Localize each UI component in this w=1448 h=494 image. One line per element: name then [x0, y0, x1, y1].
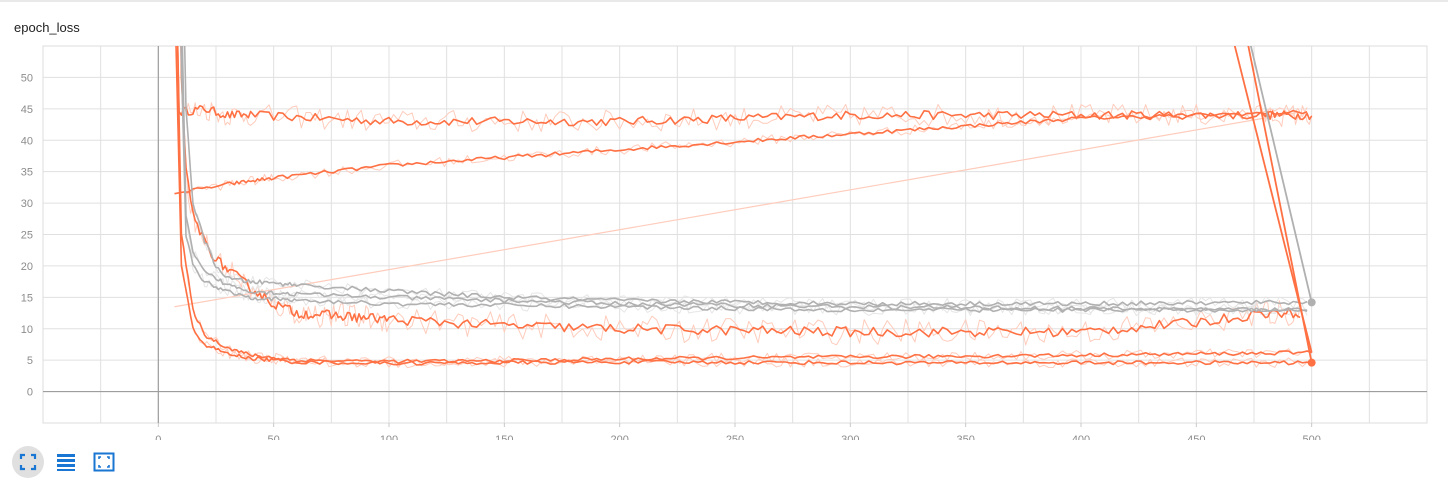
endpoint-marker-1 — [1307, 358, 1316, 367]
endpoint-marker-0 — [1307, 298, 1316, 307]
y-tick-label: 5 — [27, 355, 33, 367]
fit-domain-button[interactable] — [88, 446, 120, 478]
raw-series-6 — [181, 46, 1308, 316]
loss-chart[interactable]: 0 50 100 150 200 250 300 350 400 450 500 0 5 10 15 20 25… — [0, 0, 1448, 440]
fullscreen-button[interactable] — [12, 446, 44, 478]
series-5 — [183, 46, 1308, 307]
x-tick-label: 350 — [956, 434, 974, 440]
list-icon — [57, 454, 75, 471]
series-7 — [180, 46, 1308, 313]
raw-series-4 — [175, 46, 1312, 369]
return-line-1 — [1247, 46, 1313, 363]
fullscreen-icon — [19, 453, 37, 471]
series-1 — [174, 109, 1308, 195]
raw-series-layer — [174, 46, 1313, 369]
x-tick-label: 450 — [1187, 434, 1205, 440]
y-tick-label: 20 — [21, 261, 33, 273]
top-divider — [0, 0, 1448, 2]
series-4 — [175, 46, 1313, 366]
x-tick-label: 100 — [380, 434, 398, 440]
fit-domain-icon — [93, 452, 115, 472]
x-tick-label: 0 — [155, 434, 161, 440]
y-tick-label: 30 — [21, 198, 33, 210]
x-tick-label: 250 — [726, 434, 744, 440]
x-tick-label: 500 — [1302, 434, 1320, 440]
list-button[interactable] — [50, 446, 82, 478]
x-tick-label: 200 — [610, 434, 628, 440]
endpoint-markers — [1307, 298, 1316, 367]
raw-diagonal — [174, 111, 1301, 308]
x-tick-label: 150 — [495, 434, 513, 440]
series-2 — [180, 46, 1301, 338]
raw-series-7 — [180, 46, 1308, 317]
y-tick-label: 50 — [21, 72, 33, 84]
y-tick-label: 35 — [21, 167, 33, 179]
y-tick-label: 15 — [21, 292, 33, 304]
x-tick-label: 50 — [268, 434, 280, 440]
tick-labels: 0 50 100 150 200 250 300 350 400 450 500 0 5 10 15 20 25… — [21, 72, 1321, 440]
x-tick-label: 400 — [1072, 434, 1090, 440]
return-line-2 — [1249, 46, 1313, 303]
y-tick-label: 40 — [21, 135, 33, 147]
series-0 — [176, 46, 1313, 127]
y-tick-label: 25 — [21, 230, 33, 242]
series-6 — [181, 46, 1308, 313]
chart-toolbar — [12, 446, 120, 478]
y-tick-label: 10 — [21, 324, 33, 336]
chart-title: epoch_loss — [14, 20, 80, 35]
y-tick-label: 0 — [27, 387, 33, 399]
y-tick-label: 45 — [21, 104, 33, 116]
x-tick-label: 300 — [841, 434, 859, 440]
chart-axes — [43, 46, 1427, 427]
raw-series-2 — [180, 46, 1301, 346]
smoothed-series-layer — [174, 46, 1313, 366]
